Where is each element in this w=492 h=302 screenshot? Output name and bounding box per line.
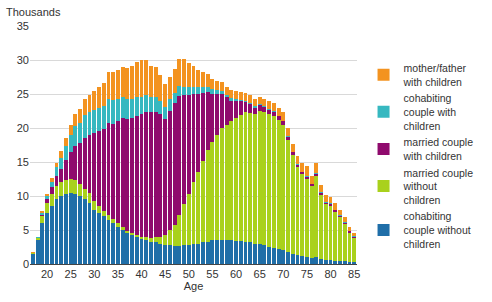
svg-text:mother/fatherwith children: mother/fatherwith children <box>403 62 467 88</box>
svg-text:35: 35 <box>112 268 124 280</box>
svg-text:cohabitingcouple withchildren: cohabitingcouple withchildren <box>404 92 457 131</box>
svg-text:20: 20 <box>41 268 53 280</box>
svg-text:65: 65 <box>254 268 266 280</box>
svg-text:85: 85 <box>348 268 360 280</box>
svg-text:25: 25 <box>17 88 29 100</box>
svg-text:50: 50 <box>183 268 195 280</box>
svg-text:45: 45 <box>159 268 171 280</box>
svg-text:40: 40 <box>135 268 147 280</box>
svg-text:25: 25 <box>65 268 77 280</box>
svg-text:70: 70 <box>277 268 289 280</box>
svg-text:30: 30 <box>17 54 29 66</box>
svg-text:10: 10 <box>17 190 29 202</box>
svg-text:married couplewith children: married couplewith children <box>403 136 474 162</box>
svg-text:35: 35 <box>17 20 29 32</box>
svg-text:30: 30 <box>88 268 100 280</box>
svg-text:5: 5 <box>23 224 29 236</box>
svg-text:20: 20 <box>17 122 29 134</box>
svg-text:cohabitingcouple withoutchildr: cohabitingcouple withoutchildren <box>404 210 471 249</box>
svg-text:60: 60 <box>230 268 242 280</box>
svg-text:80: 80 <box>324 268 336 280</box>
svg-text:0: 0 <box>23 258 29 270</box>
svg-text:married couplewithoutchildren: married couplewithoutchildren <box>403 167 474 206</box>
svg-text:Thousands: Thousands <box>6 6 61 18</box>
svg-text:75: 75 <box>301 268 313 280</box>
svg-text:Age: Age <box>184 280 204 292</box>
svg-text:55: 55 <box>206 268 218 280</box>
svg-text:15: 15 <box>17 156 29 168</box>
